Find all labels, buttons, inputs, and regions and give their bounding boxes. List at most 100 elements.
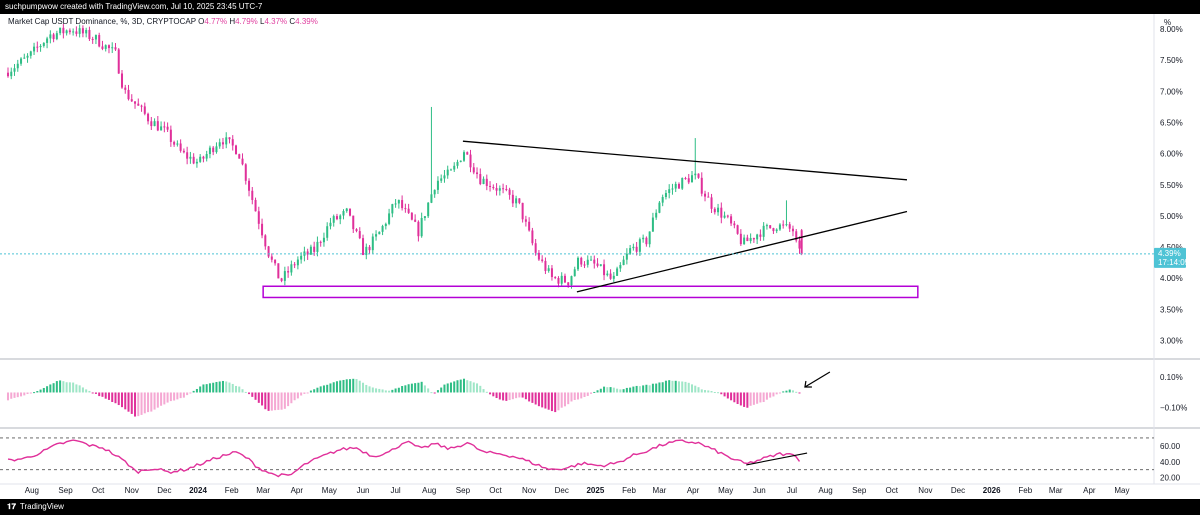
candle-body[interactable] (316, 241, 319, 252)
candle-body[interactable] (186, 152, 189, 159)
candle-body[interactable] (339, 215, 342, 220)
candle-body[interactable] (531, 230, 534, 244)
candle-body[interactable] (528, 221, 531, 231)
candle-body[interactable] (573, 269, 576, 277)
candle-body[interactable] (358, 231, 361, 239)
candle-body[interactable] (365, 246, 368, 256)
candle-body[interactable] (137, 103, 140, 106)
candle-body[interactable] (690, 175, 694, 183)
candle-body[interactable] (586, 259, 589, 265)
candle-body[interactable] (661, 197, 664, 203)
candle-body[interactable] (65, 30, 68, 34)
candle-body[interactable] (436, 180, 439, 190)
candle-body[interactable] (114, 47, 117, 50)
candle-body[interactable] (208, 147, 211, 155)
candle-body[interactable] (36, 46, 39, 48)
candle-body[interactable] (567, 282, 570, 286)
candle-body[interactable] (244, 164, 247, 181)
candle-body[interactable] (752, 238, 755, 240)
candle-body[interactable] (417, 221, 420, 237)
candle-body[interactable] (410, 212, 413, 220)
candle-body[interactable] (156, 121, 159, 131)
candle-body[interactable] (55, 33, 58, 40)
candle-body[interactable] (29, 51, 32, 56)
candle-body[interactable] (440, 178, 443, 181)
candle-body[interactable] (225, 137, 228, 145)
candle-body[interactable] (407, 208, 410, 213)
candle-body[interactable] (296, 259, 299, 266)
candle-body[interactable] (75, 31, 78, 34)
candle-body[interactable] (459, 160, 462, 162)
candle-body[interactable] (635, 246, 638, 252)
candle-body[interactable] (717, 207, 720, 213)
candle-body[interactable] (384, 223, 387, 227)
candle-body[interactable] (456, 161, 459, 166)
candle-body[interactable] (713, 208, 716, 213)
candle-body[interactable] (140, 105, 143, 107)
candle-body[interactable] (648, 231, 651, 245)
candle-body[interactable] (101, 46, 104, 49)
candle-body[interactable] (495, 188, 498, 191)
candle-body[interactable] (352, 215, 355, 230)
candle-body[interactable] (267, 246, 270, 257)
candle-body[interactable] (492, 186, 495, 189)
candle-body[interactable] (557, 277, 560, 284)
candle-body[interactable] (348, 208, 352, 216)
candle-body[interactable] (710, 197, 713, 209)
candle-body[interactable] (218, 142, 221, 147)
candle-body[interactable] (173, 141, 176, 145)
candle-body[interactable] (739, 233, 742, 245)
candle-body[interactable] (342, 211, 345, 216)
candle-body[interactable] (368, 246, 371, 251)
candle-body[interactable] (576, 257, 580, 270)
candle-body[interactable] (554, 277, 557, 279)
candle-body[interactable] (674, 183, 677, 189)
candle-body[interactable] (489, 185, 492, 187)
candle-body[interactable] (583, 264, 586, 266)
candle-body[interactable] (280, 278, 283, 281)
candle-body[interactable] (215, 146, 218, 153)
candle-body[interactable] (694, 173, 697, 176)
candle-body[interactable] (85, 29, 88, 34)
rsi-divergence-line[interactable] (746, 452, 808, 466)
candle-body[interactable] (134, 101, 137, 104)
candle-body[interactable] (560, 275, 563, 284)
candle-body[interactable] (228, 137, 231, 140)
descending-trendline[interactable] (462, 140, 908, 181)
candle-body[interactable] (261, 223, 264, 236)
candle-body[interactable] (26, 55, 29, 58)
candle-body[interactable] (143, 106, 146, 114)
candle-body[interactable] (508, 189, 511, 195)
candle-body[interactable] (606, 273, 609, 276)
oscillator-pane[interactable] (6, 378, 801, 417)
candle-body[interactable] (381, 226, 384, 232)
candle-body[interactable] (107, 45, 110, 49)
candle-body[interactable] (730, 216, 733, 224)
candle-body[interactable] (72, 31, 75, 33)
candle-body[interactable] (544, 260, 547, 271)
candle-body[interactable] (759, 234, 762, 237)
candle-body[interactable] (68, 30, 71, 33)
candle-body[interactable] (746, 237, 749, 242)
candle-body[interactable] (619, 265, 622, 269)
candle-body[interactable] (251, 190, 254, 200)
candle-body[interactable] (163, 126, 166, 128)
candle-body[interactable] (98, 35, 101, 47)
candle-body[interactable] (153, 121, 156, 127)
candle-body[interactable] (668, 189, 671, 194)
candle-body[interactable] (642, 237, 645, 240)
candle-body[interactable] (482, 178, 485, 185)
candle-body[interactable] (205, 154, 208, 159)
candle-body[interactable] (769, 225, 772, 229)
candle-body[interactable] (319, 241, 322, 243)
candle-body[interactable] (733, 223, 736, 226)
candle-body[interactable] (49, 34, 52, 39)
candle-body[interactable] (46, 38, 49, 43)
candle-body[interactable] (537, 252, 540, 260)
candle-body[interactable] (446, 169, 449, 176)
candle-body[interactable] (788, 224, 791, 229)
candle-body[interactable] (20, 58, 23, 64)
candle-body[interactable] (10, 71, 13, 77)
candle-body[interactable] (632, 246, 635, 249)
